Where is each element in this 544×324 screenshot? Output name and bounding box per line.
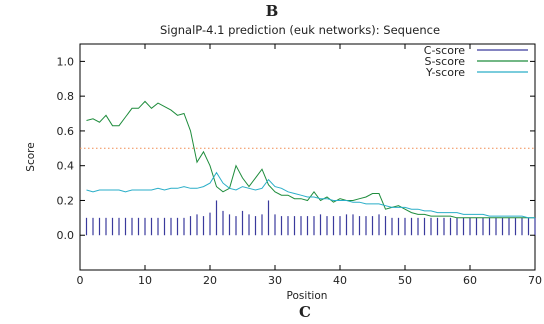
- y-tick-label: 1.0: [57, 55, 75, 68]
- panel-label-bottom: C: [299, 303, 311, 321]
- x-tick-label: 70: [528, 274, 542, 287]
- y-tick-label: 0.8: [57, 90, 75, 103]
- y-tick-label: 0.0: [57, 229, 75, 242]
- legend-label-s-score: S-score: [424, 55, 465, 68]
- x-tick-label: 10: [138, 274, 152, 287]
- y-axis-label: Score: [25, 142, 37, 171]
- legend-label-y-score: Y-score: [425, 66, 465, 79]
- x-tick-label: 60: [463, 274, 477, 287]
- plot-frame: [79, 43, 536, 271]
- x-tick-label: 50: [398, 274, 412, 287]
- legend-label-c-score: C-score: [424, 44, 465, 57]
- y-tick-label: 0.6: [57, 125, 75, 138]
- x-tick-label: 0: [77, 274, 84, 287]
- s-score-line: [86, 100, 535, 219]
- y-tick-label: 0.2: [57, 194, 75, 207]
- x-axis-label: Position: [287, 290, 328, 302]
- x-tick-label: 30: [268, 274, 282, 287]
- x-tick-label: 40: [333, 274, 347, 287]
- x-tick-label: 20: [203, 274, 217, 287]
- y-score-line: [86, 171, 535, 219]
- chart-title: SignalP-4.1 prediction (euk networks): S…: [160, 23, 440, 37]
- y-tick-label: 0.4: [57, 160, 75, 173]
- panel-label-top: B: [266, 2, 279, 20]
